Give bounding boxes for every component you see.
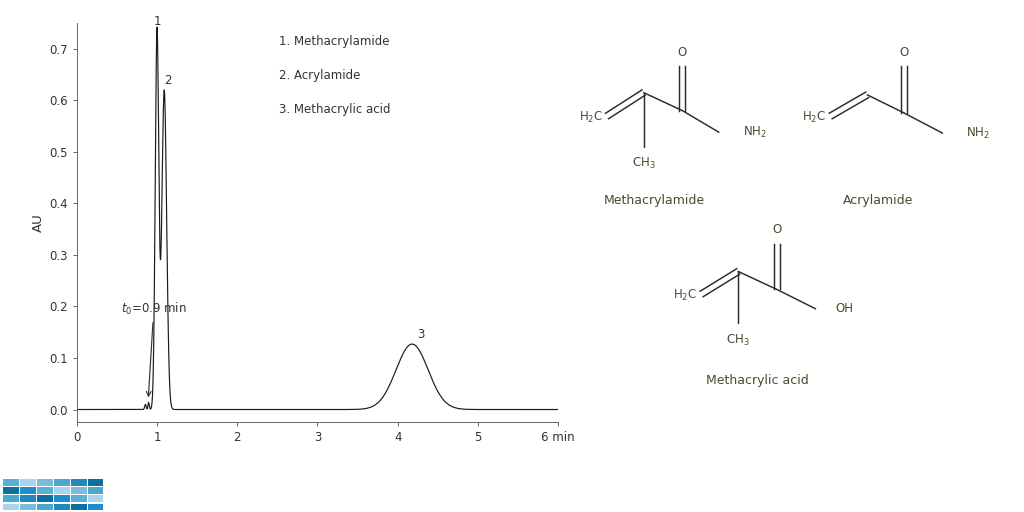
Bar bbox=[37, 496, 53, 502]
Text: O: O bbox=[772, 224, 781, 237]
Bar bbox=[20, 496, 36, 502]
Text: $\mathregular{H_2C}$: $\mathregular{H_2C}$ bbox=[673, 288, 697, 303]
Bar bbox=[88, 503, 103, 510]
Text: Methacrylic acid: Methacrylic acid bbox=[707, 374, 809, 388]
Bar bbox=[54, 487, 70, 494]
Text: 1. Methacrylamide: 1. Methacrylamide bbox=[279, 35, 389, 48]
Bar bbox=[88, 487, 103, 494]
Text: Methacrylamide: Methacrylamide bbox=[604, 194, 705, 207]
Bar bbox=[37, 503, 53, 510]
Bar bbox=[88, 479, 103, 486]
Bar bbox=[54, 496, 70, 502]
Bar bbox=[54, 503, 70, 510]
Bar bbox=[3, 479, 18, 486]
Bar bbox=[71, 503, 86, 510]
Text: $\mathregular{NH_2}$: $\mathregular{NH_2}$ bbox=[967, 125, 990, 141]
Text: O: O bbox=[678, 46, 687, 58]
Text: $\mathregular{H_2C}$: $\mathregular{H_2C}$ bbox=[579, 110, 603, 125]
Bar bbox=[54, 479, 70, 486]
Bar bbox=[3, 496, 18, 502]
Text: 3. Methacrylic acid: 3. Methacrylic acid bbox=[279, 103, 390, 116]
Text: $t_0$=0.9 min: $t_0$=0.9 min bbox=[121, 301, 186, 396]
Text: $\mathregular{CH_3}$: $\mathregular{CH_3}$ bbox=[632, 156, 655, 172]
Bar bbox=[37, 479, 53, 486]
Bar bbox=[20, 479, 36, 486]
Text: 1: 1 bbox=[154, 15, 161, 28]
Y-axis label: AU: AU bbox=[32, 214, 45, 232]
Bar bbox=[88, 496, 103, 502]
Bar bbox=[3, 487, 18, 494]
Text: 2: 2 bbox=[164, 74, 171, 88]
Text: OH: OH bbox=[835, 303, 853, 315]
Text: O: O bbox=[899, 46, 908, 58]
Text: $\mathregular{NH_2}$: $\mathregular{NH_2}$ bbox=[742, 124, 767, 140]
Bar bbox=[37, 487, 53, 494]
Text: Acrylamide: Acrylamide bbox=[843, 194, 913, 207]
Bar bbox=[20, 487, 36, 494]
Bar bbox=[3, 503, 18, 510]
Bar bbox=[71, 496, 86, 502]
Bar bbox=[71, 487, 86, 494]
Bar bbox=[20, 503, 36, 510]
Bar bbox=[71, 479, 86, 486]
Text: $\mathregular{CH_3}$: $\mathregular{CH_3}$ bbox=[726, 333, 750, 348]
Text: $\mathregular{H_2C}$: $\mathregular{H_2C}$ bbox=[802, 110, 826, 125]
Text: 3: 3 bbox=[417, 328, 424, 341]
Text: 2. Acrylamide: 2. Acrylamide bbox=[279, 69, 360, 82]
